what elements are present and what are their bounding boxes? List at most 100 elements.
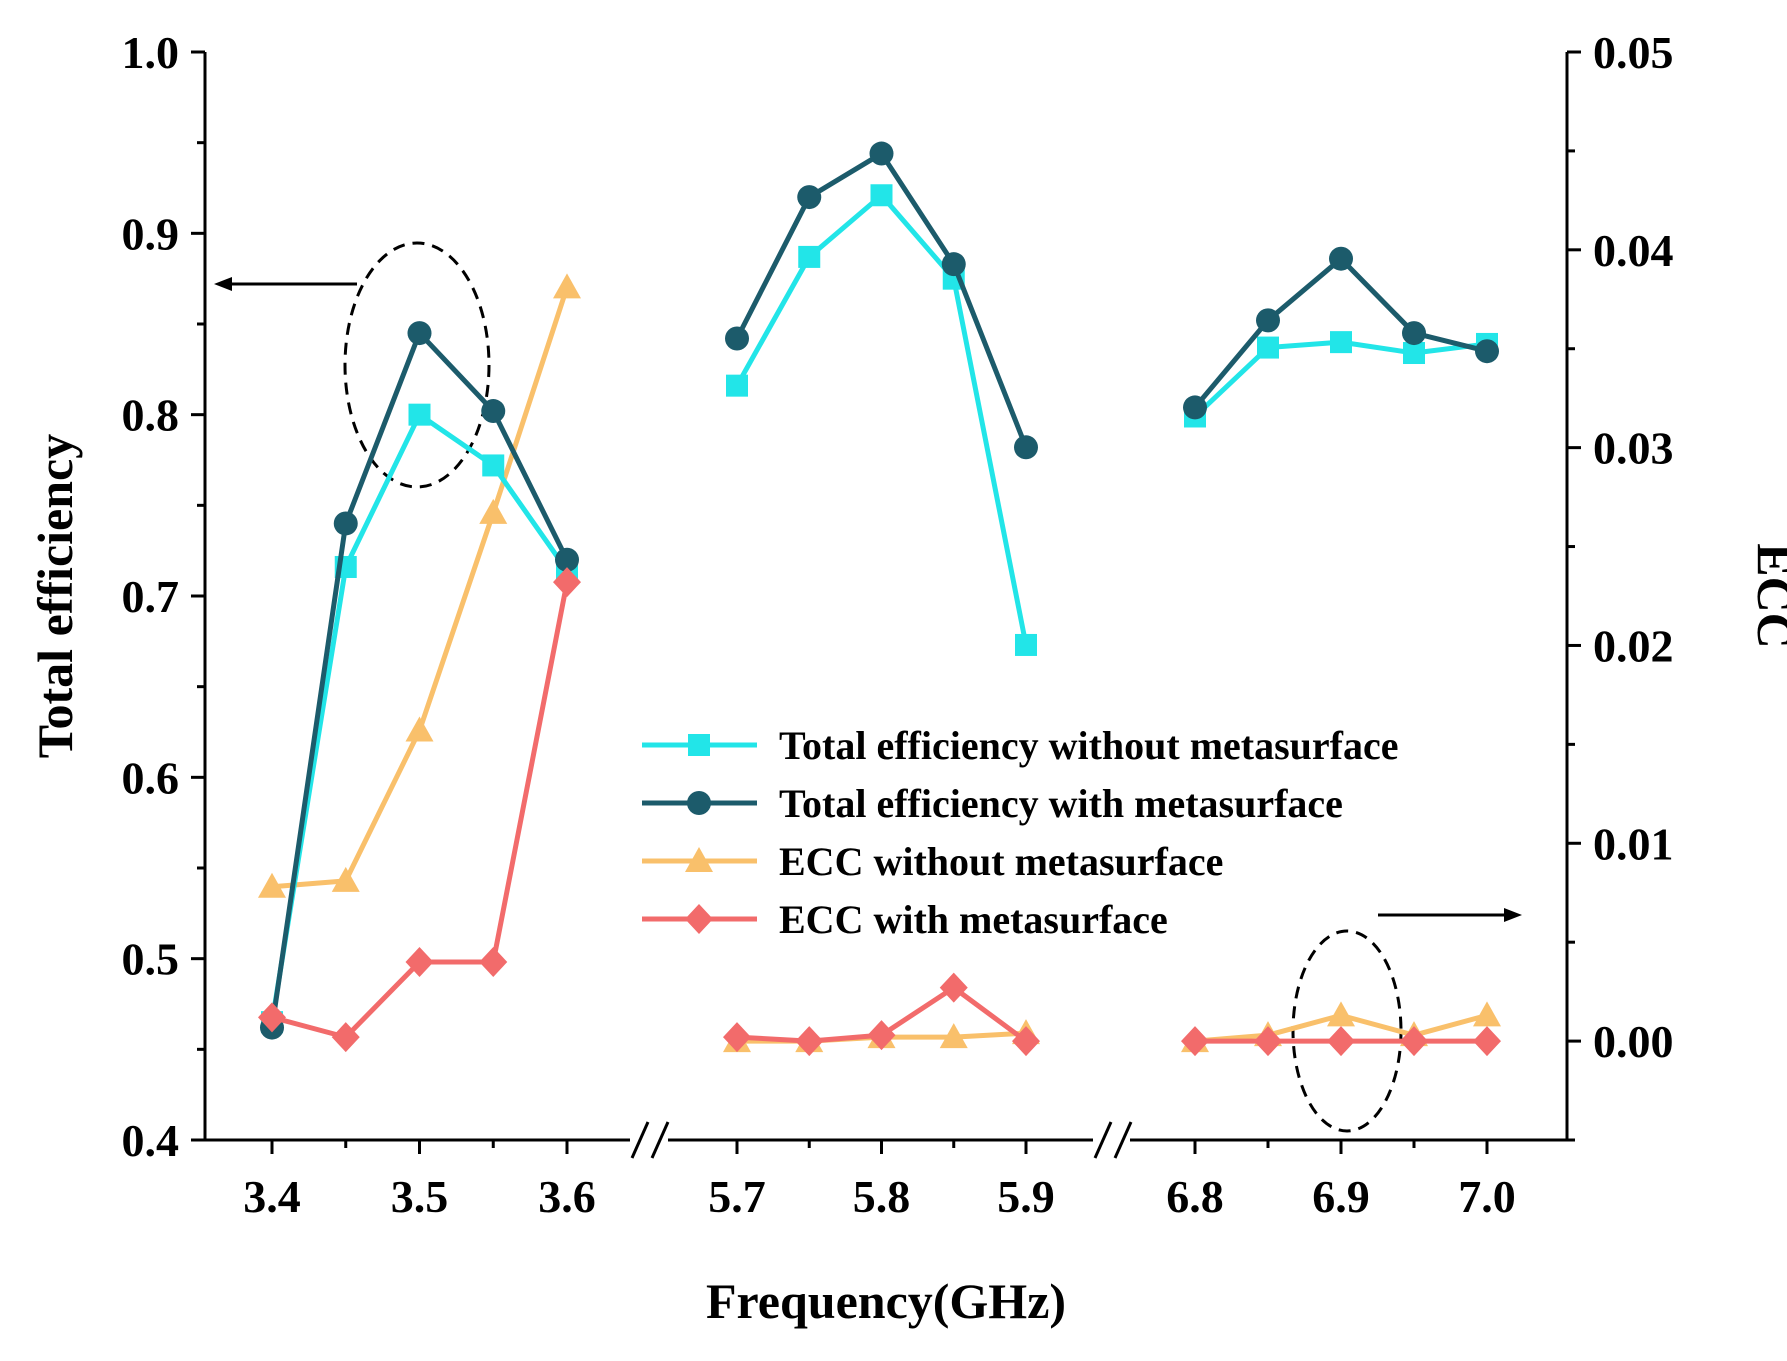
legend-item-total-efficiency-with-metasurface: Total efficiency with metasurface <box>642 781 1343 826</box>
data-point <box>333 511 358 536</box>
series-line <box>269 330 570 1028</box>
data-point <box>725 326 749 351</box>
data-point <box>867 1020 896 1051</box>
legend-item-ecc-with-metasurface: ECC with metasurface <box>642 897 1168 942</box>
data-point <box>941 252 966 277</box>
data-point <box>870 184 893 207</box>
x-tick-label: 6.9 <box>1312 1171 1370 1222</box>
data-point <box>1181 1026 1209 1057</box>
data-point <box>795 1026 824 1057</box>
x-axis-title: Frequency(GHz) <box>706 1273 1066 1329</box>
data-point <box>1400 1026 1428 1057</box>
axis-break-mark <box>1113 1121 1133 1159</box>
left-tick-label: 0.6 <box>122 752 180 803</box>
left-tick-label: 0.5 <box>122 934 180 985</box>
legend-item-total-efficiency-without-metasurface: Total efficiency without metasurface <box>642 723 1399 768</box>
data-point <box>869 141 894 166</box>
right-tick-label: 0.03 <box>1593 423 1674 474</box>
data-point <box>1012 1026 1040 1057</box>
series-ecc-with-metasurface <box>258 567 1501 1057</box>
data-point <box>939 1023 968 1049</box>
data-point <box>1473 1001 1501 1027</box>
data-point <box>555 547 579 572</box>
data-point <box>726 374 748 397</box>
annotation-arrowhead-right <box>1504 908 1522 922</box>
annotations-group <box>214 241 1522 1133</box>
data-point <box>1402 321 1426 346</box>
x-tick-label: 5.7 <box>708 1171 766 1222</box>
axes-group: 0.4 0.5 0.6 0.7 0.8 0.9 1.0 0.00 0.01 0.02 0.03 0.0… <box>122 27 1674 1222</box>
data-point <box>553 567 581 598</box>
legend-label: Total efficiency with metasurface <box>779 781 1343 826</box>
data-point <box>1015 633 1037 656</box>
data-point <box>481 399 506 424</box>
data-point <box>1327 1001 1355 1027</box>
left-tick-label: 1.0 <box>122 27 180 78</box>
data-point <box>258 1002 286 1033</box>
series-group <box>258 141 1501 1057</box>
series-line <box>734 192 1029 646</box>
x-tick-label: 3.4 <box>243 1171 301 1222</box>
legend-marker <box>688 734 710 756</box>
series-total-efficiency-with-metasurface <box>260 141 1499 1040</box>
data-point <box>553 273 581 299</box>
axis-break-mark <box>650 1121 670 1159</box>
data-point <box>408 403 431 426</box>
series-line <box>271 286 570 890</box>
right-tick-label: 0.01 <box>1593 818 1674 869</box>
legend-marker <box>685 904 713 934</box>
legend-marker <box>687 791 711 815</box>
data-point <box>258 872 286 898</box>
data-point <box>1327 1026 1355 1057</box>
left-tick-label: 0.8 <box>122 390 180 441</box>
legend-group: Total efficiency without metasurface Tota… <box>642 723 1399 942</box>
data-point <box>479 498 508 524</box>
x-tick-label: 7.0 <box>1458 1171 1516 1222</box>
data-point <box>1403 342 1425 365</box>
left-tick-label: 0.4 <box>122 1115 180 1166</box>
data-point <box>1473 1026 1501 1057</box>
x-tick-label: 5.8 <box>853 1171 911 1222</box>
annotation-ellipse-left <box>343 241 491 489</box>
legend-marker <box>685 847 713 872</box>
data-point <box>405 946 434 977</box>
x-tick-label: 3.6 <box>538 1171 596 1222</box>
right-tick-label: 0.02 <box>1593 620 1674 671</box>
data-point <box>1257 336 1279 359</box>
data-point <box>331 1022 360 1053</box>
x-tick-label: 6.8 <box>1166 1171 1224 1222</box>
data-point <box>479 946 508 977</box>
right-y-axis-title: ECC <box>1747 543 1787 649</box>
annotation-ellipse-right <box>1291 929 1403 1133</box>
data-point <box>1254 1026 1282 1057</box>
left-tick-label: 0.9 <box>122 208 180 259</box>
data-point <box>1183 395 1207 420</box>
data-point <box>482 454 505 477</box>
legend-label: Total efficiency without metasurface <box>779 723 1399 768</box>
annotation-arrowhead-left <box>214 277 232 291</box>
right-tick-label: 0.04 <box>1593 225 1674 276</box>
axis-break-mark <box>630 1121 650 1159</box>
data-point <box>797 185 822 210</box>
data-point <box>723 1022 751 1053</box>
data-point <box>1329 246 1353 271</box>
data-point <box>1256 308 1280 333</box>
x-tick-label: 3.5 <box>391 1171 449 1222</box>
data-point <box>405 716 434 742</box>
x-tick-label: 5.9 <box>997 1171 1055 1222</box>
legend-label: ECC without metasurface <box>779 839 1223 884</box>
right-tick-label: 0.00 <box>1593 1016 1674 1067</box>
legend-label: ECC with metasurface <box>779 897 1168 942</box>
left-tick-label: 0.7 <box>122 571 180 622</box>
axis-break-mark <box>1093 1121 1113 1159</box>
data-point <box>331 866 360 892</box>
right-tick-label: 0.05 <box>1593 27 1674 78</box>
data-point <box>798 245 821 268</box>
left-y-axis-title: Total efficiency <box>27 434 83 758</box>
data-point <box>939 972 968 1003</box>
data-point <box>1330 331 1352 354</box>
data-point <box>1014 435 1038 460</box>
data-point <box>407 321 432 346</box>
